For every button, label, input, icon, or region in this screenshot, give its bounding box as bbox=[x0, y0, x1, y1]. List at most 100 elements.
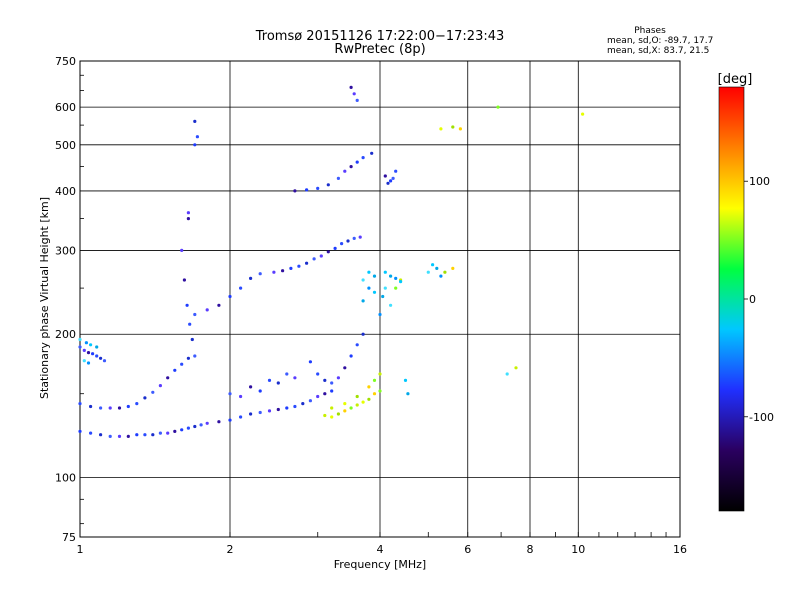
y-tick-label: 600 bbox=[55, 101, 76, 114]
y-tick-label: 100 bbox=[55, 472, 76, 485]
data-point bbox=[151, 390, 155, 394]
data-point bbox=[180, 362, 184, 366]
data-point bbox=[378, 389, 382, 393]
data-point bbox=[361, 278, 365, 282]
data-point bbox=[451, 266, 455, 270]
data-point bbox=[312, 257, 316, 261]
data-point bbox=[349, 85, 353, 89]
data-point bbox=[389, 274, 393, 278]
x-tick-label: 6 bbox=[464, 543, 471, 556]
data-point bbox=[403, 378, 408, 382]
grid-lines bbox=[80, 61, 680, 537]
data-point bbox=[367, 385, 371, 389]
data-point bbox=[158, 384, 162, 388]
data-point bbox=[78, 402, 82, 406]
data-point bbox=[135, 433, 139, 437]
data-point bbox=[439, 127, 443, 131]
data-point bbox=[372, 378, 377, 382]
data-point bbox=[84, 341, 88, 345]
data-point bbox=[361, 156, 365, 160]
data-point bbox=[389, 303, 393, 307]
colorbar-gradient bbox=[718, 86, 745, 512]
data-point bbox=[293, 376, 297, 380]
data-point bbox=[386, 181, 390, 185]
data-point bbox=[188, 322, 192, 326]
data-point bbox=[355, 403, 359, 407]
chart-title: Tromsø 20151126 17:22:00−17:23:43 bbox=[255, 29, 505, 44]
data-point bbox=[496, 105, 500, 109]
phase-stats-x: mean, sd,X: 83.7, 21.5 bbox=[607, 46, 709, 56]
y-tick-label: 750 bbox=[55, 55, 76, 68]
x-tick-label: 1 bbox=[77, 543, 84, 556]
data-point bbox=[258, 389, 262, 393]
data-point bbox=[78, 429, 82, 433]
colorbar-ticks: 100 0 -100 bbox=[744, 175, 774, 424]
data-point bbox=[336, 176, 340, 180]
data-point bbox=[361, 332, 365, 336]
data-point bbox=[305, 188, 309, 192]
data-point bbox=[323, 392, 327, 396]
data-point bbox=[239, 394, 243, 399]
data-point bbox=[126, 404, 130, 409]
data-point bbox=[352, 92, 356, 96]
y-tick-label: 300 bbox=[55, 244, 76, 257]
data-point bbox=[102, 359, 107, 363]
data-point bbox=[99, 356, 103, 360]
data-point bbox=[355, 394, 359, 399]
data-point bbox=[305, 261, 309, 265]
x-tick-label: 2 bbox=[227, 543, 234, 556]
data-point bbox=[272, 270, 276, 274]
data-point bbox=[108, 406, 112, 410]
data-point bbox=[205, 308, 209, 312]
data-point bbox=[95, 354, 99, 358]
data-point bbox=[193, 143, 197, 147]
data-point bbox=[343, 169, 347, 173]
data-point bbox=[91, 352, 95, 356]
data-point bbox=[205, 421, 209, 425]
data-point bbox=[330, 415, 334, 419]
data-point bbox=[258, 410, 262, 415]
data-point bbox=[330, 389, 334, 393]
data-point bbox=[193, 119, 197, 123]
data-point bbox=[190, 337, 194, 342]
data-point bbox=[143, 396, 147, 400]
data-point bbox=[86, 361, 91, 365]
data-point bbox=[349, 354, 353, 358]
data-point bbox=[333, 246, 337, 250]
x-tick-label: 4 bbox=[377, 543, 384, 556]
data-point bbox=[330, 381, 334, 385]
data-points bbox=[78, 85, 585, 438]
phase-stats-heading: Phases bbox=[634, 26, 666, 36]
colorbar-tick-label: 100 bbox=[749, 175, 770, 188]
data-point bbox=[361, 299, 365, 303]
data-point bbox=[89, 431, 93, 435]
colorbar-tick-label: -100 bbox=[749, 411, 774, 424]
data-point bbox=[117, 434, 122, 438]
data-point bbox=[323, 378, 327, 382]
x-axis-label: Frequency [MHz] bbox=[334, 558, 426, 571]
data-point bbox=[352, 236, 356, 240]
data-point bbox=[166, 431, 170, 435]
data-point bbox=[126, 434, 130, 438]
data-point bbox=[258, 272, 262, 276]
data-point bbox=[249, 276, 253, 280]
data-point bbox=[399, 280, 403, 284]
data-point bbox=[361, 400, 365, 404]
data-point bbox=[326, 250, 330, 254]
data-point bbox=[326, 183, 330, 187]
data-point bbox=[267, 409, 272, 413]
data-point bbox=[239, 415, 243, 419]
data-point bbox=[439, 274, 443, 278]
data-point bbox=[99, 406, 103, 410]
data-point bbox=[383, 270, 387, 274]
x-tick-label: 8 bbox=[527, 543, 534, 556]
x-tick-label: 16 bbox=[673, 543, 687, 556]
data-point bbox=[367, 397, 371, 401]
data-point bbox=[285, 372, 289, 376]
data-point bbox=[383, 174, 387, 178]
data-point bbox=[301, 402, 305, 406]
data-point bbox=[276, 407, 280, 412]
data-point bbox=[199, 423, 203, 427]
data-point bbox=[135, 402, 139, 406]
